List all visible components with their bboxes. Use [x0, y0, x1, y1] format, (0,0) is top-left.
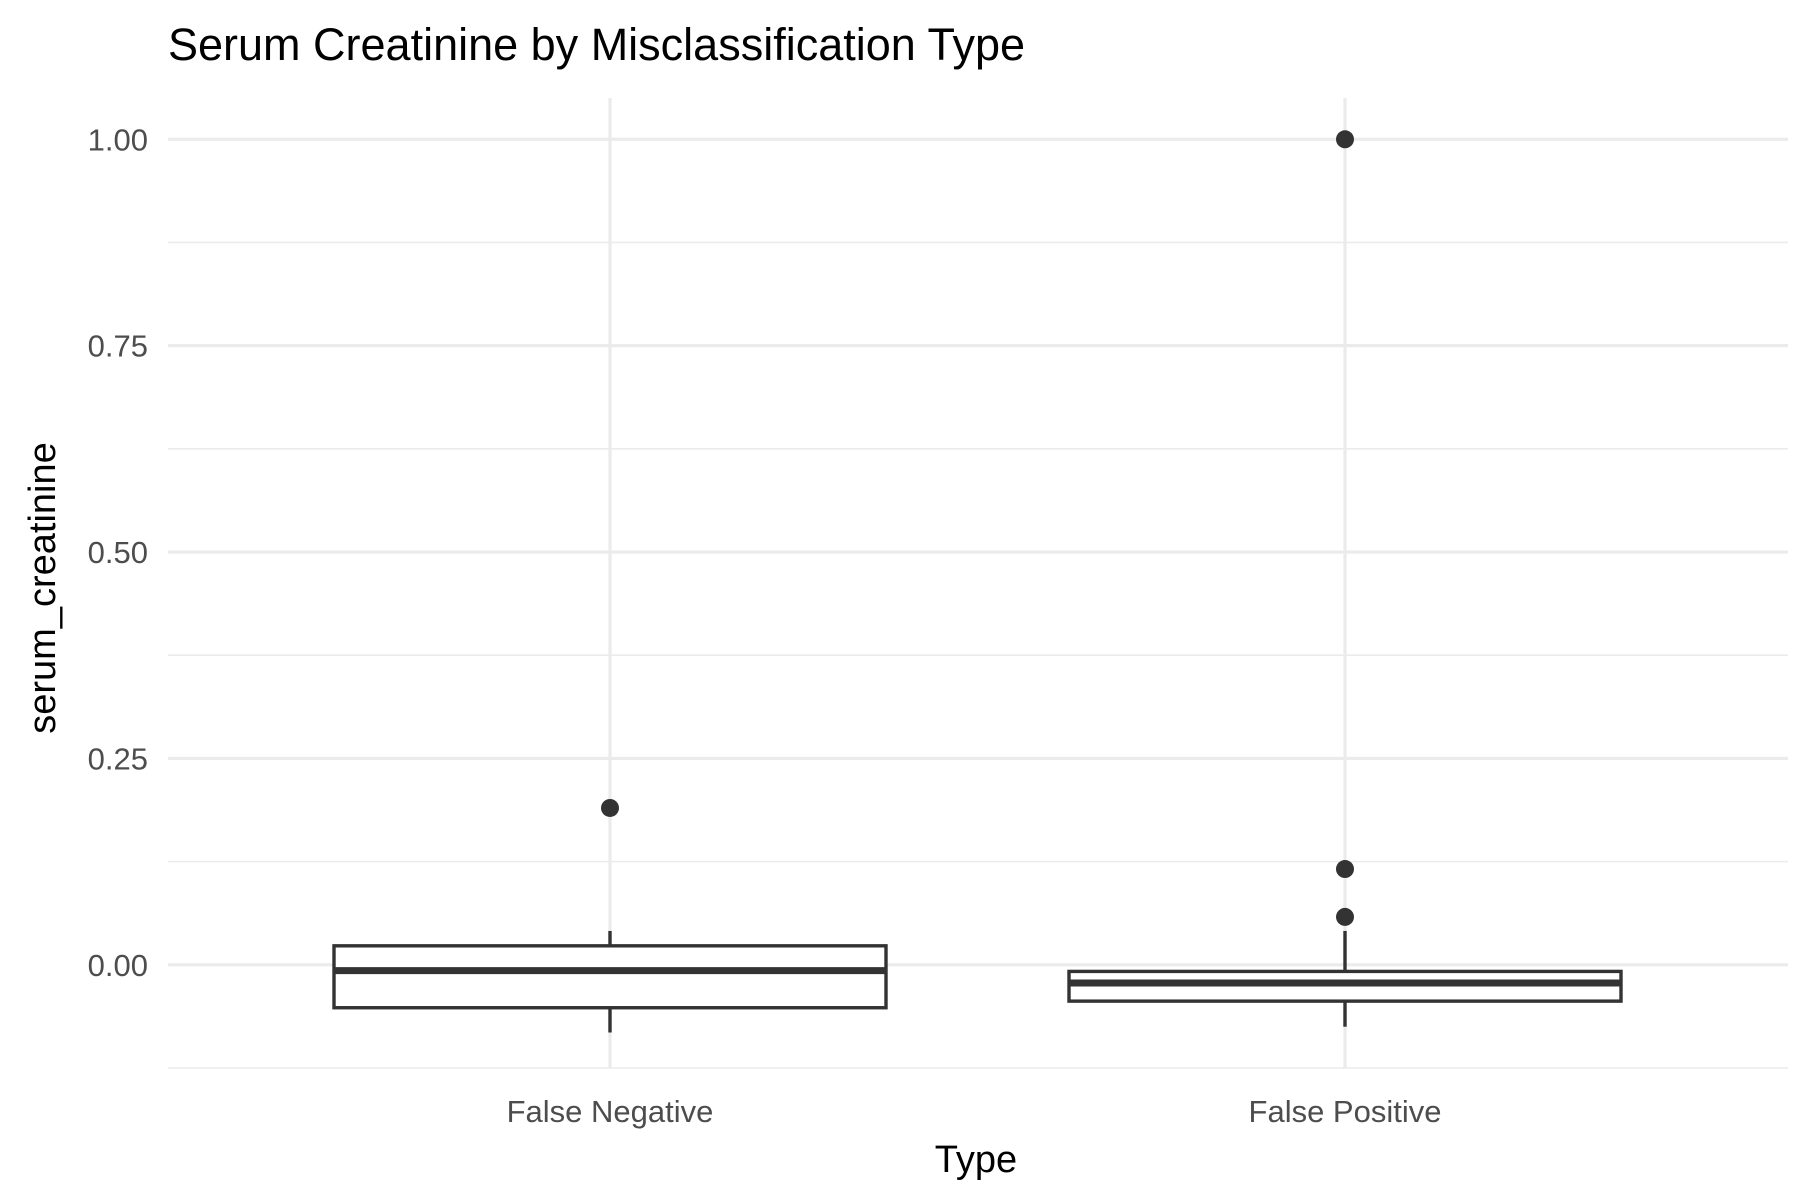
grid-lines: [168, 98, 1788, 1069]
outlier-point: [1336, 860, 1354, 879]
outlier-point: [601, 798, 619, 817]
x-tick-label: False Negative: [507, 1094, 714, 1129]
y-tick-label: 0.75: [88, 329, 148, 364]
x-tick-labels: False Negative False Positive: [507, 1094, 1442, 1129]
y-tick-label: 1.00: [88, 122, 148, 157]
iqr-box: [332, 944, 888, 1010]
y-tick-labels: 0.00 0.25 0.50 0.75 1.00: [88, 122, 148, 983]
boxes: [332, 130, 1623, 1033]
x-axis-title: Type: [935, 1139, 1017, 1181]
box-group: [1067, 130, 1623, 1027]
y-tick-label: 0.50: [88, 535, 148, 570]
box-group: [332, 798, 888, 1033]
outlier-point: [1336, 907, 1354, 926]
outlier-point: [1336, 130, 1354, 149]
chart-title: Serum Creatinine by Misclassification Ty…: [168, 19, 1025, 70]
x-tick-label: False Positive: [1249, 1094, 1442, 1129]
y-tick-label: 0.25: [88, 741, 148, 776]
y-tick-label: 0.00: [88, 948, 148, 983]
y-axis-title: serum_creatinine: [22, 442, 64, 733]
